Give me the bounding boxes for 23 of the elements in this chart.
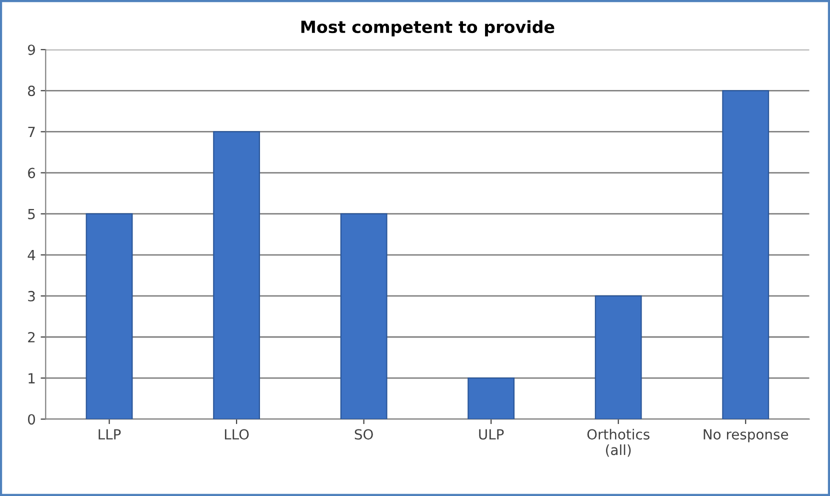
bar (722, 90, 770, 420)
bar (594, 295, 642, 420)
y-tick-label: 0 (28, 414, 36, 425)
y-tick-label: 7 (28, 126, 35, 137)
bar (468, 378, 515, 420)
y-tick-label: 8 (28, 86, 35, 96)
y-tick-label: 6 (28, 168, 36, 178)
x-tick-label: LLP (98, 429, 121, 440)
y-tick-label: 5 (28, 208, 35, 220)
y-tick-label: 4 (28, 250, 36, 260)
y-tick-label: 9 (28, 44, 35, 56)
x-tick-label: Orthotics (all) (587, 428, 650, 457)
y-tick-label: 2 (28, 332, 35, 342)
bar (86, 213, 133, 420)
y-tick-label: 3 (28, 290, 35, 302)
bar (340, 213, 388, 420)
x-tick-label: SO (354, 429, 373, 440)
chart-title: Most competent to provide (301, 20, 554, 36)
y-tick-label: 1 (28, 373, 35, 384)
x-tick-label: ULP (479, 429, 504, 440)
bar (213, 131, 260, 420)
x-tick-label: LLO (224, 429, 249, 440)
x-tick-label: No response (704, 429, 788, 442)
